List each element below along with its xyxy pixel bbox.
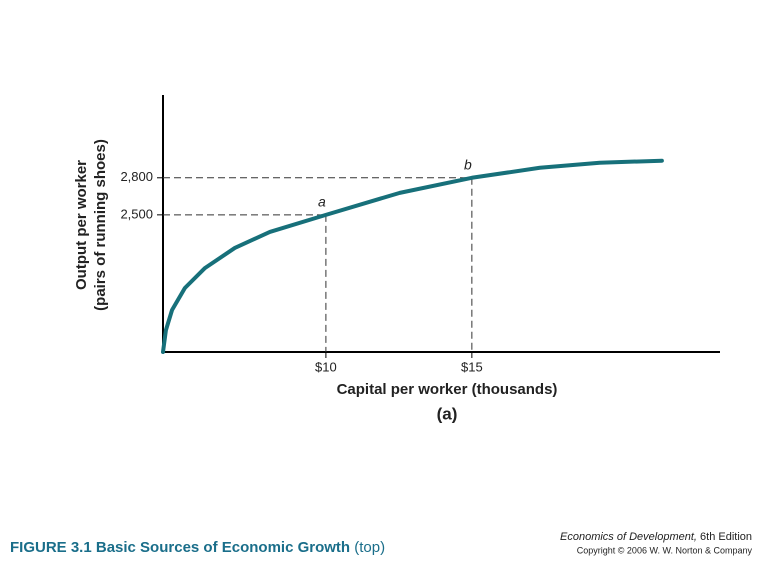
x-axis-label: Capital per worker (thousands) (337, 381, 558, 398)
point-label: a (318, 194, 326, 210)
figure-title: Basic Sources of Economic Growth (96, 539, 350, 556)
book-title: Economics of Development, (560, 531, 697, 543)
y-axis-label: Output per worker (pairs of running shoe… (73, 139, 109, 311)
point-label: b (464, 156, 472, 172)
x-tick-label: $15 (461, 359, 483, 374)
figure-caption: FIGURE 3.1 Basic Sources of Economic Gro… (10, 539, 385, 556)
x-tick-label: $10 (315, 359, 337, 374)
y-axis-label-line: (pairs of running shoes) (92, 139, 109, 311)
book-credit: Economics of Development, 6th Edition (560, 531, 752, 543)
y-axis-label-line: Output per worker (73, 160, 90, 290)
figure-number: FIGURE 3.1 (10, 539, 92, 556)
figure-note: (top) (354, 539, 385, 556)
panel-label: (a) (437, 404, 458, 423)
y-tick-label: 2,800 (120, 169, 153, 184)
edition: 6th Edition (700, 531, 752, 543)
copyright: Copyright © 2006 W. W. Norton & Company (577, 545, 753, 555)
y-tick-label: 2,500 (120, 206, 153, 221)
curve (161, 158, 664, 354)
